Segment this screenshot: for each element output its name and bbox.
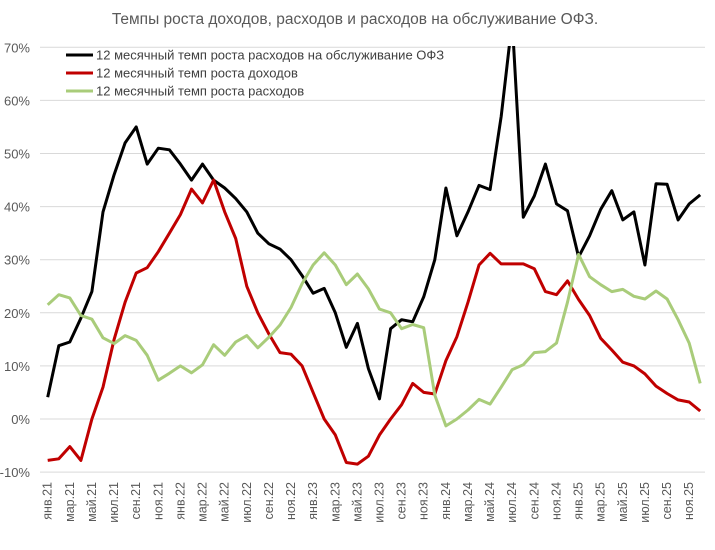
x-tick-label: мар.22: [196, 482, 210, 522]
x-tick-label: май.24: [483, 482, 497, 522]
y-tick-label: -10%: [0, 465, 30, 480]
series-line-2: [46, 251, 702, 428]
series-line-0: [46, 46, 702, 401]
x-tick-label: сен.24: [527, 482, 541, 520]
x-tick-label: ноя.24: [549, 482, 563, 520]
x-tick-label: сен.22: [262, 482, 276, 520]
x-tick-label: мар.21: [63, 482, 77, 522]
x-tick-label: сен.23: [395, 482, 409, 520]
x-tick-label: янв.23: [306, 482, 320, 520]
x-tick-label: июл.23: [373, 482, 387, 523]
legend: 12 месячный темп роста расходов на обслу…: [66, 48, 444, 99]
x-tick-label: ноя.21: [151, 482, 165, 520]
y-tick-label: 60%: [4, 93, 30, 108]
x-tick-label: янв.21: [41, 482, 55, 520]
x-tick-label: ноя.22: [284, 482, 298, 520]
x-tick-label: сен.21: [129, 482, 143, 520]
x-axis: янв.21 мар.21 май.21 июл.21 сен.21 ноя.21 янв.…: [41, 482, 696, 523]
gridlines: [40, 46, 705, 473]
x-tick-label: июл.22: [240, 482, 254, 523]
x-tick-label: июл.25: [638, 482, 652, 523]
legend-label: 12 месячный темп роста доходов: [96, 66, 298, 81]
x-tick-label: ноя.23: [417, 482, 431, 520]
y-tick-label: 40%: [4, 200, 30, 215]
legend-label: 12 месячный темп роста расходов: [96, 84, 304, 99]
series-line-1: [47, 178, 702, 466]
x-tick-label: сен.25: [660, 482, 674, 520]
x-tick-label: июл.24: [505, 482, 519, 523]
y-tick-label: 30%: [4, 253, 30, 268]
x-tick-label: янв.24: [439, 482, 453, 520]
x-tick-label: янв.22: [173, 482, 187, 520]
y-tick-label: 50%: [4, 147, 30, 162]
x-tick-label: май.21: [85, 482, 99, 522]
x-tick-label: ноя.25: [682, 482, 696, 520]
y-axis: 70% 60% 50% 40% 30% 20% 10% 0% -10%: [0, 40, 30, 480]
x-tick-label: июл.21: [107, 482, 121, 523]
x-tick-label: май.25: [616, 482, 630, 522]
chart-title: Темпы роста доходов, расходов и расходов…: [112, 11, 598, 28]
x-tick-label: май.23: [350, 482, 364, 522]
x-tick-label: мар.25: [594, 482, 608, 522]
series-lines: [46, 46, 702, 466]
y-tick-label: 0%: [11, 412, 30, 427]
y-tick-label: 10%: [4, 359, 30, 374]
y-tick-label: 20%: [4, 306, 30, 321]
x-tick-label: мар.23: [328, 482, 342, 522]
x-tick-label: мар.24: [461, 482, 475, 522]
x-tick-label: май.22: [218, 482, 232, 522]
legend-label: 12 месячный темп роста расходов на обслу…: [96, 48, 444, 63]
y-tick-label: 70%: [4, 40, 30, 55]
x-tick-label: янв.25: [572, 482, 586, 520]
